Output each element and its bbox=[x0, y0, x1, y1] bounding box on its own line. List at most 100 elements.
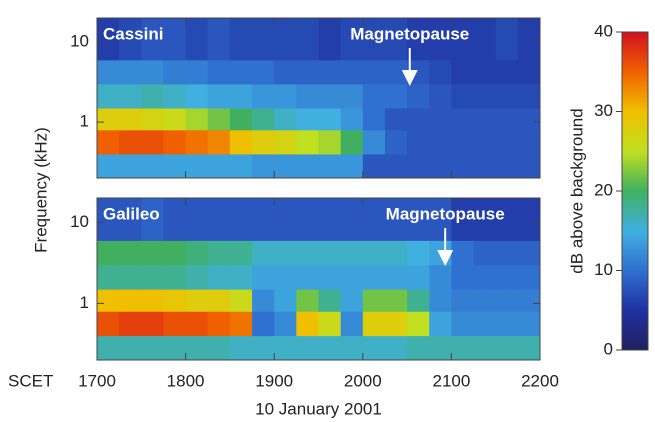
heatmap-cell bbox=[495, 107, 519, 131]
heatmap-cell bbox=[495, 59, 519, 85]
heatmap-cell bbox=[274, 198, 297, 241]
heatmap-cell bbox=[141, 129, 164, 155]
heatmap-cell bbox=[207, 289, 231, 312]
heatmap-cell bbox=[429, 198, 452, 241]
heatmap-cell bbox=[362, 289, 386, 312]
heatmap-cell bbox=[429, 335, 452, 361]
heatmap-cell bbox=[185, 83, 209, 109]
y-tick-label: 10 bbox=[70, 212, 89, 231]
heatmap-cell bbox=[274, 129, 297, 155]
heatmap-cell bbox=[517, 107, 541, 131]
heatmap-cell bbox=[362, 335, 386, 361]
heatmap-cell bbox=[229, 289, 253, 312]
heatmap-cell bbox=[451, 289, 475, 312]
heatmap-cell bbox=[163, 335, 187, 361]
heatmap-cell bbox=[229, 18, 253, 61]
x-tick-label: 2200 bbox=[521, 371, 559, 390]
heatmap-cell bbox=[340, 240, 364, 266]
heatmap-cell bbox=[429, 264, 452, 290]
heatmap-cell bbox=[274, 153, 297, 179]
heatmap-cell bbox=[473, 198, 497, 241]
heatmap-cell bbox=[207, 153, 231, 179]
heatmap-cell bbox=[229, 153, 253, 179]
heatmap-cell bbox=[473, 240, 497, 266]
heatmap-cell bbox=[185, 240, 209, 266]
heatmap-cell bbox=[362, 240, 386, 266]
heatmap-cell bbox=[185, 335, 209, 361]
heatmap-cell bbox=[362, 153, 386, 179]
heatmap-cell bbox=[384, 59, 408, 85]
heatmap-cell bbox=[163, 107, 187, 131]
heatmap-cell bbox=[429, 18, 452, 61]
heatmap-cell bbox=[229, 107, 253, 131]
heatmap-cell bbox=[429, 83, 452, 109]
heatmap-cell bbox=[97, 264, 120, 290]
heatmap-cell bbox=[207, 129, 231, 155]
heatmap-cell bbox=[473, 335, 497, 361]
heatmap-cell bbox=[185, 18, 209, 61]
heatmap-cell bbox=[340, 107, 364, 131]
heatmap-cell bbox=[97, 83, 120, 109]
heatmap-cell bbox=[207, 198, 231, 241]
heatmap-cell bbox=[384, 311, 408, 337]
heatmap-cell bbox=[451, 83, 475, 109]
heatmap-cell bbox=[252, 153, 275, 179]
heatmap-cell bbox=[473, 18, 497, 61]
x-tick-prefix: SCET bbox=[8, 371, 53, 390]
heatmap-cell bbox=[274, 59, 297, 85]
heatmap-cell bbox=[473, 153, 497, 179]
heatmap-cell bbox=[141, 107, 164, 131]
heatmap-cell bbox=[252, 59, 275, 85]
x-tick-label: 1800 bbox=[167, 371, 205, 390]
heatmap-cell bbox=[229, 198, 253, 241]
heatmap-cell bbox=[207, 59, 231, 85]
heatmap-cell bbox=[207, 83, 231, 109]
heatmap-cell bbox=[163, 289, 187, 312]
heatmap-cell bbox=[252, 83, 275, 109]
heatmap-cell bbox=[141, 83, 164, 109]
heatmap-cell bbox=[407, 264, 430, 290]
heatmap-cell bbox=[429, 129, 452, 155]
heatmap-cell bbox=[207, 335, 231, 361]
heatmap-cell bbox=[141, 289, 164, 312]
heatmap-cell bbox=[163, 264, 187, 290]
heatmap-cell bbox=[97, 311, 120, 337]
colorbar-label: dB above background bbox=[567, 108, 586, 273]
heatmap-cell bbox=[451, 240, 475, 266]
heatmap-cell bbox=[296, 311, 319, 337]
heatmap-cell bbox=[207, 240, 231, 266]
heatmap-cell bbox=[207, 18, 231, 61]
panel-label: Galileo bbox=[103, 204, 160, 223]
heatmap-cell bbox=[252, 107, 275, 131]
heatmap-cell bbox=[163, 153, 187, 179]
heatmap-cell bbox=[517, 18, 541, 61]
heatmap-cell bbox=[495, 264, 519, 290]
heatmap-cell bbox=[384, 107, 408, 131]
heatmap-cell bbox=[141, 198, 164, 241]
heatmap-cell bbox=[517, 59, 541, 85]
heatmap-cell bbox=[451, 153, 475, 179]
heatmap-cell bbox=[384, 198, 408, 241]
heatmap-cell bbox=[163, 59, 187, 85]
x-axis-label: 10 January 2001 bbox=[255, 399, 382, 418]
heatmap-cell bbox=[318, 311, 342, 337]
heatmap-cell bbox=[141, 18, 164, 61]
heatmap-cell bbox=[296, 198, 319, 241]
heatmap-cell bbox=[384, 335, 408, 361]
heatmap-cell bbox=[97, 59, 120, 85]
heatmap-cell bbox=[340, 83, 364, 109]
heatmap-cell bbox=[318, 335, 342, 361]
x-tick-label: 2100 bbox=[432, 371, 470, 390]
heatmap-cell bbox=[252, 240, 275, 266]
heatmap-cell bbox=[119, 83, 142, 109]
heatmap-cell bbox=[274, 240, 297, 266]
heatmap-cell bbox=[185, 107, 209, 131]
colorbar bbox=[621, 31, 649, 351]
heatmap-cell bbox=[451, 335, 475, 361]
y-axis-label: Frequency (kHz) bbox=[31, 127, 50, 253]
heatmap-cell bbox=[318, 129, 342, 155]
heatmap-cell bbox=[229, 311, 253, 337]
heatmap-cell bbox=[407, 335, 430, 361]
heatmap-cell bbox=[384, 18, 408, 61]
